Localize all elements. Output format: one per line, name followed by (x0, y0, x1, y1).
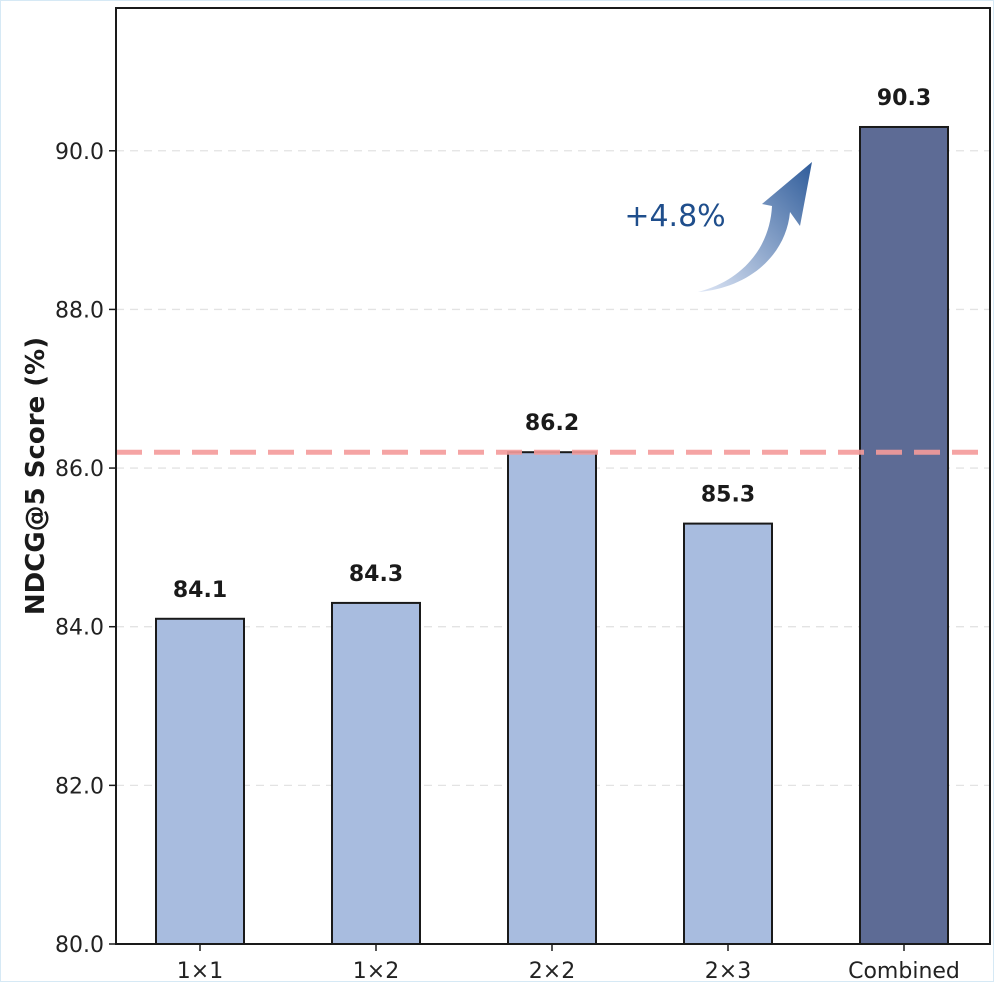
y-tick-label: 80.0 (55, 933, 104, 958)
value-label: 90.3 (877, 86, 931, 111)
y-tick-label: 84.0 (55, 616, 104, 641)
plot-border (115, 7, 991, 945)
y-tick-label: 82.0 (55, 774, 104, 799)
bar-2×2 (507, 451, 597, 945)
y-tick-label: 90.0 (55, 140, 104, 165)
y-ticks: 80.0 82.0 84.0 86.0 88.0 90.0 (55, 140, 116, 958)
y-tick-label: 86.0 (55, 457, 104, 482)
bar-2×3 (683, 522, 773, 945)
bar-1×1 (155, 617, 245, 945)
value-label: 84.3 (349, 562, 403, 587)
x-tick-label: 1×1 (177, 959, 223, 984)
bar-Combined (859, 125, 949, 946)
value-label: 86.2 (525, 411, 579, 436)
x-tick-label: 2×2 (529, 959, 575, 984)
improvement-annotation: +4.8% (624, 162, 812, 292)
x-ticks: 1×1 1×2 2×2 2×3 Combined (177, 944, 960, 984)
bar-1×2 (331, 601, 421, 946)
y-tick-label: 88.0 (55, 298, 104, 323)
up-arrow-icon (698, 162, 812, 292)
value-label: 84.1 (173, 578, 227, 603)
bars (155, 125, 949, 946)
x-tick-label: 2×3 (705, 959, 751, 984)
x-tick-label: 1×2 (353, 959, 399, 984)
improvement-label: +4.8% (624, 199, 725, 234)
x-tick-label: Combined (848, 959, 960, 984)
value-label: 85.3 (701, 483, 755, 508)
y-axis-title: NDCG@5 Score (%) (21, 337, 51, 615)
value-labels: 84.1 84.3 86.2 85.3 90.3 (173, 86, 931, 603)
plot-frame (115, 7, 991, 945)
